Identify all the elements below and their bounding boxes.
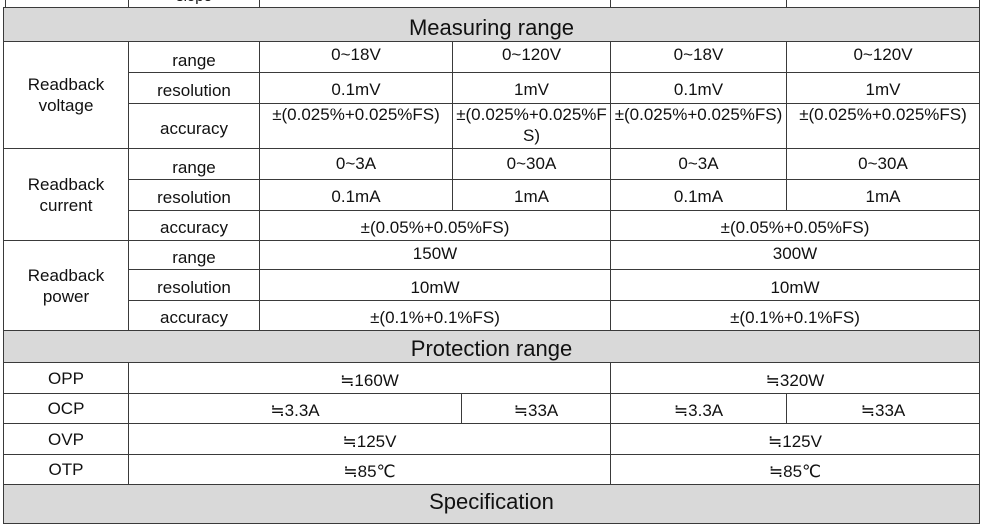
current-range-2: 0~30A bbox=[452, 148, 611, 180]
voltage-accuracy-4: ±(0.025%+0.025%FS) bbox=[786, 103, 980, 149]
voltage-accuracy-3: ±(0.025%+0.025%FS) bbox=[610, 103, 787, 149]
current-accuracy-1: ±(0.05%+0.05%FS) bbox=[259, 210, 611, 241]
opp-label: OPP bbox=[3, 362, 129, 394]
readback-power-label: Readback power bbox=[3, 240, 129, 331]
ovp-value-1: ≒125V bbox=[128, 423, 611, 455]
measuring-range-header: Measuring range bbox=[3, 7, 980, 42]
current-resolution-4: 1mA bbox=[786, 179, 980, 211]
specification-header: Specification bbox=[3, 484, 980, 524]
current-accuracy-label: accuracy bbox=[128, 210, 260, 241]
current-accuracy-2: ±(0.05%+0.05%FS) bbox=[610, 210, 980, 241]
voltage-range-label: range bbox=[128, 41, 260, 73]
otp-label: OTP bbox=[3, 454, 129, 485]
ovp-label: OVP bbox=[3, 423, 129, 455]
readback-current-label: Readback current bbox=[3, 148, 129, 241]
power-resolution-2: 10mW bbox=[610, 269, 980, 301]
voltage-range-3: 0~18V bbox=[610, 41, 787, 73]
current-resolution-label: resolution bbox=[128, 179, 260, 211]
ovp-value-2: ≒125V bbox=[610, 423, 980, 455]
ocp-value-4: ≒33A bbox=[786, 393, 980, 424]
protection-range-header: Protection range bbox=[3, 330, 980, 363]
otp-value-1: ≒85℃ bbox=[128, 454, 611, 485]
voltage-accuracy-2: ±(0.025%+0.025%FS) bbox=[452, 103, 611, 149]
ocp-value-2: ≒33A bbox=[461, 393, 611, 424]
current-range-1: 0~3A bbox=[259, 148, 453, 180]
current-range-label: range bbox=[128, 148, 260, 180]
power-accuracy-label: accuracy bbox=[128, 300, 260, 331]
voltage-resolution-label: resolution bbox=[128, 72, 260, 104]
current-range-3: 0~3A bbox=[610, 148, 787, 180]
voltage-accuracy-label: accuracy bbox=[128, 103, 260, 149]
voltage-accuracy-1: ±(0.025%+0.025%FS) bbox=[259, 103, 453, 149]
ocp-value-1: ≒3.3A bbox=[128, 393, 462, 424]
current-resolution-3: 0.1mA bbox=[610, 179, 787, 211]
power-accuracy-2: ±(0.1%+0.1%FS) bbox=[610, 300, 980, 331]
voltage-resolution-2: 1mV bbox=[452, 72, 611, 104]
power-range-label: range bbox=[128, 240, 260, 270]
voltage-range-4: 0~120V bbox=[786, 41, 980, 73]
power-range-2: 300W bbox=[610, 240, 980, 270]
current-range-4: 0~30A bbox=[786, 148, 980, 180]
power-accuracy-1: ±(0.1%+0.1%FS) bbox=[259, 300, 611, 331]
voltage-range-2: 0~120V bbox=[452, 41, 611, 73]
power-resolution-1: 10mW bbox=[259, 269, 611, 301]
opp-value-1: ≒160W bbox=[128, 362, 611, 394]
voltage-resolution-4: 1mV bbox=[786, 72, 980, 104]
opp-value-2: ≒320W bbox=[610, 362, 980, 394]
current-resolution-2: 1mA bbox=[452, 179, 611, 211]
ocp-value-3: ≒3.3A bbox=[610, 393, 787, 424]
current-resolution-1: 0.1mA bbox=[259, 179, 453, 211]
voltage-range-1: 0~18V bbox=[259, 41, 453, 73]
otp-value-2: ≒85℃ bbox=[610, 454, 980, 485]
readback-voltage-label: Readback voltage bbox=[3, 41, 129, 149]
voltage-resolution-1: 0.1mV bbox=[259, 72, 453, 104]
power-resolution-label: resolution bbox=[128, 269, 260, 301]
voltage-resolution-3: 0.1mV bbox=[610, 72, 787, 104]
power-range-1: 150W bbox=[259, 240, 611, 270]
ocp-label: OCP bbox=[3, 393, 129, 424]
